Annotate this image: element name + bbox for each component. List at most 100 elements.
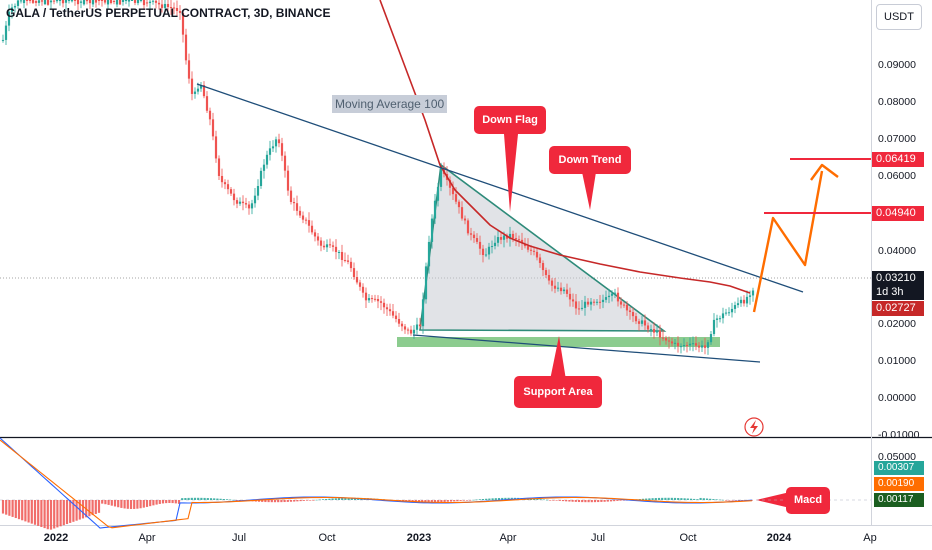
macd-histogram-bar [437, 500, 440, 503]
candle-body [469, 233, 473, 235]
candle-body [448, 179, 452, 188]
candle-body [688, 343, 692, 346]
candle-body [433, 200, 437, 219]
down-trend-pointer [582, 172, 596, 210]
candle-body [286, 170, 290, 191]
candle-body [34, 1, 38, 3]
macd-histogram-bar [421, 500, 424, 503]
macd-histogram-bar [603, 500, 606, 502]
candle-body [544, 270, 548, 276]
candle-body [658, 330, 662, 338]
candle-body [70, 0, 74, 2]
candle-body [37, 0, 41, 3]
candle-body [589, 301, 593, 305]
macd-histogram-bar [661, 497, 664, 500]
macd-histogram-bar [414, 500, 417, 502]
macd-histogram-bar [129, 500, 133, 509]
macd-histogram-bar [689, 498, 693, 500]
candle-body [700, 345, 704, 348]
macd-histogram-bar [264, 500, 267, 503]
signal-line [0, 439, 753, 529]
macd-histogram-bar [27, 500, 30, 523]
macd-histogram-bar [305, 500, 309, 501]
candle-body [298, 210, 302, 216]
macd-histogram-bar [443, 500, 446, 502]
macd-histogram-bar [411, 500, 414, 502]
candle-body [277, 139, 281, 144]
macd-histogram-bar [555, 500, 558, 501]
candle-body [55, 0, 59, 2]
macd-histogram-bar [270, 500, 273, 503]
macd-histogram-bar [472, 499, 475, 501]
price-axis-ticks: 0.09000 0.08000 0.07000 0.06000 0.04000 0.020… [878, 59, 920, 441]
macd-histogram-bar [133, 500, 136, 509]
macd-histogram-bar [8, 500, 11, 516]
candle-body [187, 60, 191, 79]
candle-body [472, 234, 476, 239]
candle-body [100, 0, 104, 1]
macd-histogram-bar [120, 500, 123, 508]
candle-body [730, 308, 734, 313]
candle-body [274, 139, 278, 147]
candle-body [91, 0, 95, 5]
macd-histogram-bar [171, 500, 174, 504]
macd-histogram-bar [107, 500, 110, 505]
macd-histogram-bar [622, 500, 625, 501]
macd-histogram-bar [136, 500, 139, 509]
candle-body [724, 312, 728, 314]
macd-histogram-bar [123, 500, 126, 509]
macd-histogram-bar [664, 497, 667, 500]
candle-body [415, 324, 419, 330]
macd-histogram-bar [440, 500, 443, 503]
macd-histogram-bar [59, 500, 62, 527]
candle-body [301, 215, 305, 220]
candles-group [1, 0, 755, 355]
macd-histogram-bar [286, 500, 289, 502]
x-tick-label: Jul [232, 532, 246, 544]
currency-button[interactable]: USDT [876, 4, 922, 30]
candle-body [244, 203, 248, 205]
macd-histogram-bar [587, 500, 590, 503]
macd-histogram-bar [33, 500, 37, 525]
macd-histogram-bar [424, 500, 427, 503]
candle-body [685, 345, 689, 347]
candle-body [250, 203, 254, 209]
macd-histogram-bar [30, 500, 33, 524]
candle-body [370, 298, 374, 300]
macd-histogram-bar [545, 499, 549, 501]
candle-body [193, 91, 197, 94]
candle-body [712, 319, 716, 335]
candle-body [679, 346, 683, 348]
macd-histogram-bar [334, 498, 337, 500]
macd-histogram-bar [491, 498, 494, 500]
macd-histogram-bar [501, 497, 504, 500]
macd-histogram-bar [705, 498, 709, 500]
macd-histogram-bar [277, 500, 280, 503]
macd-histogram-bar [677, 497, 680, 500]
candle-body [319, 240, 323, 246]
candle-body [715, 318, 719, 320]
macd-histogram-bar [427, 500, 430, 503]
candle-body [25, 0, 29, 1]
y-tick-label: 0.02000 [878, 318, 916, 330]
candle-body [58, 0, 62, 1]
down-flag-triangle [419, 163, 667, 332]
macd-histogram-bar [94, 500, 97, 514]
macd-histogram-bar [229, 499, 232, 501]
candle-body [646, 325, 650, 330]
candle-body [214, 136, 218, 159]
candle-body [259, 170, 263, 187]
lightning-icon[interactable] [744, 417, 764, 437]
candle-body [67, 0, 71, 1]
candle-body [412, 329, 416, 334]
candle-body [391, 311, 395, 316]
candle-body [574, 301, 578, 309]
candle-body [13, 5, 17, 8]
candle-body [217, 158, 221, 176]
candle-body [373, 298, 377, 300]
candle-body [307, 220, 311, 226]
candle-body [547, 275, 551, 281]
candle-body [571, 299, 575, 302]
x-tick-label: Apr [499, 532, 516, 544]
